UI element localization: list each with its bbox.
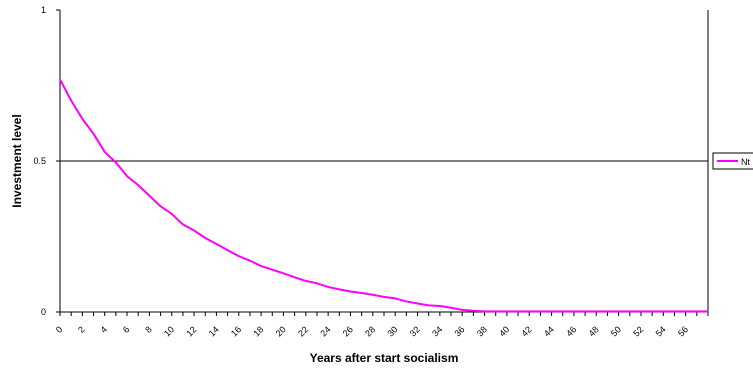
x-tick-label: 20 (274, 324, 288, 338)
x-tick-label: 36 (452, 324, 466, 338)
x-axis-title: Years after start socialism (310, 351, 459, 365)
x-axis-ticks: 0 2 4 6 8 10 12 14 16 18 20 22 24 26 28 30 32 34 36 38 40 42 4… (54, 312, 709, 338)
x-tick-label: 46 (564, 324, 578, 338)
x-tick-label: 14 (207, 324, 221, 338)
series-line-nt (59, 78, 708, 313)
x-tick-label: 2 (76, 324, 87, 335)
x-tick-label: 4 (98, 324, 109, 335)
x-tick-label: 44 (542, 324, 556, 338)
x-tick-label: 50 (609, 324, 623, 338)
y-axis-ticks: 00.51 (33, 5, 60, 317)
x-tick-label: 12 (184, 324, 198, 338)
x-tick-label: 38 (475, 324, 489, 338)
x-tick-label: 40 (497, 324, 511, 338)
series-layer (59, 78, 708, 313)
y-tick-label: 0.5 (33, 156, 46, 166)
x-tick-label: 42 (520, 324, 534, 338)
legend-label-nt: Nt (741, 157, 750, 167)
x-tick-label: 52 (631, 324, 645, 338)
y-axis-title: Investment level (10, 114, 24, 207)
x-tick-label: 10 (162, 324, 176, 338)
x-tick-label: 28 (363, 324, 377, 338)
x-tick-label: 34 (430, 324, 444, 338)
x-tick-label: 54 (654, 324, 668, 338)
x-tick-label: 6 (121, 324, 132, 335)
x-tick-label: 48 (587, 324, 601, 338)
x-tick-label: 56 (676, 324, 690, 338)
y-tick-label: 0 (41, 307, 46, 317)
x-tick-label: 0 (54, 324, 65, 335)
x-tick-label: 22 (296, 324, 310, 338)
x-tick-label: 30 (385, 324, 399, 338)
x-tick-label: 24 (318, 324, 332, 338)
x-tick-label: 32 (408, 324, 422, 338)
x-tick-label: 16 (229, 324, 243, 338)
x-tick-label: 8 (143, 324, 154, 335)
x-tick-label: 26 (341, 324, 355, 338)
y-tick-label: 1 (41, 5, 46, 15)
x-tick-label: 18 (251, 324, 265, 338)
legend: Nt (712, 152, 753, 170)
